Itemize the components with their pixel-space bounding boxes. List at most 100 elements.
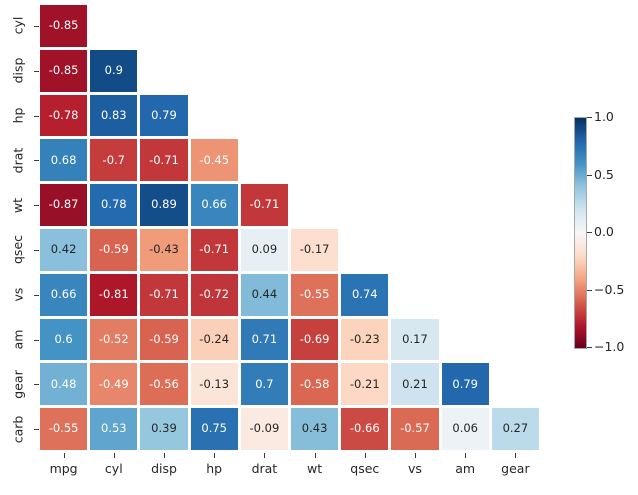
heatmap-cell-disp-mpg: -0.85 [40,49,88,92]
y-axis-tick-mark [34,160,39,162]
y-tick-label-text: hp [10,107,26,124]
heatmap-cell-am-drat: 0.71 [240,318,288,361]
colorbar-tick-label: −1.0 [594,339,625,354]
heatmap-cell-vs-wt: -0.55 [291,273,339,316]
heatmap-cell-gear-hp: -0.13 [190,363,238,406]
y-tick-label-cyl: cyl [0,5,36,47]
y-axis-tick-mark [34,25,39,27]
heatmap-cell-am-mpg: 0.6 [40,318,88,361]
x-axis-tick-mark [314,453,316,458]
x-tick-label-am: am [455,461,476,476]
heatmap-cell-gear-drat: 0.7 [240,363,288,406]
colorbar-tick-label: −0.5 [594,281,625,297]
heatmap-cell-carb-disp: 0.39 [140,408,188,450]
y-tick-label-vs: vs [0,274,36,316]
heatmap-cell-carb-gear: 0.27 [491,408,539,450]
x-axis-tick-mark [264,453,266,458]
heatmap-cell-wt-drat: -0.71 [240,184,288,226]
heatmap-cell-wt-disp: 0.89 [140,184,188,226]
x-axis-tick-mark [214,453,216,458]
x-axis-tick-mark [515,453,517,458]
y-tick-label-text: am [10,329,26,350]
x-tick-label-hp: hp [206,461,223,476]
colorbar-tick-label: 1.0 [594,109,614,124]
heatmap-cell-am-qsec: -0.23 [341,318,389,361]
heatmap-cell-gear-am: 0.79 [441,363,489,406]
y-tick-label-text: qsec [10,235,26,265]
heatmap-cell-gear-wt: -0.58 [291,363,339,406]
heatmap-cell-carb-wt: 0.43 [291,408,339,450]
x-axis-tick-mark [465,453,467,458]
heatmap-cell-qsec-cyl: -0.59 [90,229,138,271]
heatmap-cell-gear-disp: -0.56 [140,363,188,406]
y-axis-tick-mark [34,429,39,431]
y-axis-tick-mark [34,339,39,341]
x-tick-label-qsec: qsec [350,461,380,476]
colorbar-tick-mark [587,347,592,348]
y-tick-label-qsec: qsec [0,229,36,271]
heatmap-cell-am-cyl: -0.52 [90,318,138,361]
heatmap-cell-carb-vs: -0.57 [391,408,439,450]
x-tick-label-vs: vs [408,461,422,476]
heatmap-cell-vs-qsec: 0.74 [341,273,389,316]
colorbar-tick-mark [587,232,592,233]
x-tick-label-gear: gear [501,461,530,476]
colorbar-tick-mark [587,117,592,118]
heatmap-cell-vs-disp: -0.71 [140,273,188,316]
heatmap-cell-drat-disp: -0.71 [140,139,188,182]
y-tick-label-text: vs [10,287,26,302]
heatmap-cell-carb-am: 0.06 [441,408,489,450]
heatmap-cell-gear-qsec: -0.21 [341,363,389,406]
x-axis-tick-mark [415,453,416,458]
x-tick-label-disp: disp [151,461,177,476]
x-axis-tick-mark [164,453,165,458]
heatmap-cell-hp-cyl: 0.83 [90,94,138,137]
colorbar-tick-label: 0.5 [594,166,614,182]
colorbar-tick-mark [587,174,592,176]
x-tick-label-drat: drat [251,461,278,476]
y-tick-label-disp: disp [0,50,36,92]
heatmap-cell-wt-hp: 0.66 [190,184,238,226]
heatmap-cell-vs-cyl: -0.81 [90,273,138,316]
y-axis-tick-mark [34,205,39,207]
heatmap-cell-wt-cyl: 0.78 [90,184,138,226]
heatmap-cell-vs-hp: -0.72 [190,273,238,316]
heatmap-cell-vs-drat: 0.44 [240,273,288,316]
y-axis-tick-mark [34,249,39,251]
y-tick-label-am: am [0,319,36,361]
heatmap-cell-am-wt: -0.69 [291,318,339,361]
x-axis-tick-mark [364,453,366,458]
y-tick-label-hp: hp [0,95,36,137]
heatmap-cell-qsec-disp: -0.43 [140,229,188,271]
heatmap-cell-qsec-mpg: 0.42 [40,229,88,271]
y-tick-label-text: disp [10,57,26,84]
y-tick-label-text: drat [10,147,26,174]
heatmap-cell-carb-mpg: -0.55 [40,408,88,450]
y-tick-label-gear: gear [0,363,36,405]
heatmap-cell-am-hp: -0.24 [190,318,238,361]
colorbar-tick-mark [587,289,592,291]
heatmap-cell-hp-mpg: -0.78 [40,94,88,137]
heatmap-cell-hp-disp: 0.79 [140,94,188,137]
y-axis-tick-mark [34,384,39,386]
heatmap-cell-qsec-wt: -0.17 [291,229,339,271]
heatmap-cell-drat-mpg: 0.68 [40,139,88,182]
heatmap-cell-drat-hp: -0.45 [190,139,238,182]
colorbar [574,117,587,349]
heatmap-cell-gear-cyl: -0.49 [90,363,138,406]
heatmap-cell-am-disp: -0.59 [140,318,188,361]
y-axis-tick-mark [34,294,39,296]
heatmap-cell-carb-qsec: -0.66 [341,408,389,450]
x-axis-tick-mark [113,453,115,458]
heatmap-cell-vs-mpg: 0.66 [40,273,88,316]
heatmap-cell-carb-hp: 0.75 [190,408,238,450]
y-tick-label-wt: wt [0,184,36,226]
y-tick-label-text: cyl [10,17,26,35]
y-tick-label-drat: drat [0,139,36,181]
heatmap-cell-disp-cyl: 0.9 [90,49,138,92]
heatmap-cell-carb-cyl: 0.53 [90,408,138,450]
heatmap-cell-drat-cyl: -0.7 [90,139,138,182]
heatmap-cell-am-vs: 0.17 [391,318,439,361]
y-axis-tick-mark [34,115,39,117]
